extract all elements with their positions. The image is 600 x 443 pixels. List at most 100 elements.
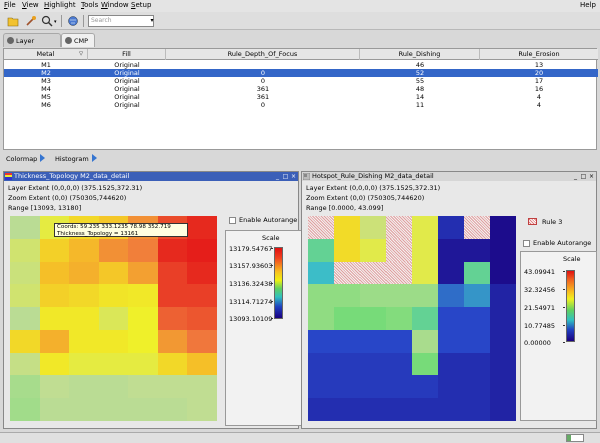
heatmap-cell bbox=[360, 284, 386, 308]
window-title: Thickness_Topology M2_data_detail bbox=[14, 172, 130, 180]
menu-window[interactable]: Window bbox=[101, 1, 129, 9]
table-cell: M5 bbox=[41, 93, 51, 101]
heatmap-cell bbox=[39, 352, 70, 376]
table-cell: M6 bbox=[41, 101, 51, 109]
table-row[interactable]: M5 Original 361 14 4 bbox=[4, 93, 598, 101]
heatmap-cell bbox=[98, 375, 129, 399]
heatmap-cell bbox=[490, 307, 516, 331]
table-cell: 11 bbox=[415, 101, 425, 109]
heatmap-cell bbox=[69, 375, 100, 399]
filter-icon[interactable]: ▽ bbox=[79, 51, 83, 57]
wand-icon bbox=[26, 16, 36, 26]
autorange-checkbox[interactable] bbox=[523, 240, 530, 247]
minimize-icon[interactable]: _ bbox=[276, 173, 279, 180]
window-title-bar[interactable]: Thickness_Topology M2_data_detail bbox=[4, 172, 298, 181]
column-header-erosion[interactable]: Rule_Erosion bbox=[518, 50, 560, 58]
maximize-icon[interactable]: □ bbox=[580, 173, 587, 180]
column-header-depth-of-focus[interactable]: Rule_Depth_Of_Focus bbox=[166, 49, 360, 60]
menu-bar: File View Highlight Tools Window Setup H… bbox=[0, 0, 600, 12]
scale-value: 10.77485 bbox=[524, 322, 556, 330]
heatmap-cell bbox=[98, 352, 129, 376]
open-folder-button[interactable] bbox=[6, 14, 20, 28]
table-cell: 4 bbox=[536, 93, 542, 101]
scale-tick bbox=[271, 248, 273, 249]
tooltip-coords: Coords: 59.235 333.1235 78.98 352.719 bbox=[57, 224, 171, 230]
table-cell: 48 bbox=[415, 85, 425, 93]
search-dropdown-icon[interactable]: ▾ bbox=[150, 17, 154, 24]
edit-tool-button[interactable] bbox=[24, 14, 38, 28]
scale-title: Scale bbox=[262, 234, 280, 242]
table-cell: 0 bbox=[260, 101, 266, 109]
table-cell: 20 bbox=[534, 69, 544, 77]
heatmap-cell bbox=[438, 284, 464, 308]
autorange-checkbox[interactable] bbox=[229, 217, 236, 224]
layer-extent: Layer Extent (0,0,0,0) (375.1525,372.31) bbox=[8, 184, 143, 192]
heatmap-cell bbox=[360, 352, 386, 376]
table-row[interactable]: M2 Original 0 52 20 bbox=[4, 69, 598, 77]
table-row[interactable]: M3 Original 0 55 17 bbox=[4, 77, 598, 85]
heatmap-cell bbox=[438, 307, 464, 331]
colormap-button[interactable]: Colormap bbox=[3, 153, 46, 165]
table-cell: M1 bbox=[41, 61, 51, 69]
heatmap-cell bbox=[438, 329, 464, 353]
heatmap-cell bbox=[308, 307, 334, 331]
heatmap-cell bbox=[360, 307, 386, 331]
menu-tools[interactable]: Tools bbox=[81, 1, 99, 9]
heatmap-cell bbox=[69, 238, 100, 262]
heatmap-cell bbox=[386, 284, 412, 308]
heatmap-cell bbox=[438, 216, 464, 239]
table-row[interactable]: M6 Original 0 11 4 bbox=[4, 101, 598, 109]
heatmap-cell bbox=[386, 307, 412, 331]
heatmap-cell bbox=[128, 261, 159, 285]
close-icon[interactable]: × bbox=[290, 173, 297, 180]
heatmap-cell bbox=[10, 352, 40, 376]
heatmap-cell bbox=[128, 352, 159, 376]
heatmap-cell bbox=[157, 352, 188, 376]
tab-layer-browser[interactable]: Layer Browser bbox=[3, 33, 61, 59]
tab-cmp[interactable]: CMP bbox=[61, 33, 95, 47]
table-row[interactable]: M4 Original 361 48 16 bbox=[4, 85, 598, 93]
heatmap-cell bbox=[386, 398, 412, 422]
scale-tick bbox=[563, 325, 565, 326]
zoom-tool-button[interactable] bbox=[40, 14, 54, 28]
heatmap-cell bbox=[10, 307, 40, 331]
column-header-dishing[interactable]: Rule_Dishing bbox=[360, 49, 480, 60]
scale-title: Scale bbox=[563, 255, 581, 263]
menu-highlight[interactable]: Highlight bbox=[44, 1, 76, 9]
heatmap-cell bbox=[308, 398, 334, 422]
dishing-heatmap[interactable] bbox=[308, 216, 516, 422]
histogram-button[interactable]: Histogram bbox=[52, 153, 97, 165]
minimize-icon[interactable]: _ bbox=[574, 173, 577, 180]
heatmap-cell bbox=[187, 307, 218, 331]
scale-tick bbox=[563, 271, 565, 272]
menu-help[interactable]: Help bbox=[580, 1, 596, 9]
table-row[interactable]: M1 Original 46 13 bbox=[4, 61, 598, 69]
heatmap-cell bbox=[39, 261, 70, 285]
heatmap-cell bbox=[187, 238, 218, 262]
table-cell: 46 bbox=[415, 61, 425, 69]
menu-setup[interactable]: Setup bbox=[131, 1, 152, 9]
rule-label: Rule 3 bbox=[542, 218, 563, 226]
heatmap-cell bbox=[157, 329, 188, 353]
heatmap-cell bbox=[464, 216, 490, 239]
heatmap-cell bbox=[412, 261, 438, 285]
thickness-heatmap[interactable] bbox=[10, 216, 218, 422]
table-cell: Original bbox=[114, 69, 140, 77]
zoom-dropdown-arrow-icon[interactable]: ▾ bbox=[54, 19, 57, 25]
menu-view[interactable]: View bbox=[22, 1, 39, 9]
heatmap-cell bbox=[464, 307, 490, 331]
menu-file[interactable]: File bbox=[4, 1, 16, 9]
scale-value: 13157.93603 bbox=[229, 262, 273, 270]
search-input[interactable]: Search bbox=[88, 15, 154, 27]
column-header-metal[interactable]: Metal ▽ bbox=[4, 49, 88, 60]
window-title-bar[interactable]: Hotspot_Rule_Dishing M2_data_detail bbox=[302, 172, 596, 181]
rule-hatch-swatch bbox=[528, 218, 537, 225]
heatmap-cell bbox=[360, 238, 386, 262]
table-cell: 0 bbox=[260, 77, 266, 85]
scale-value: 13136.32438 bbox=[229, 280, 273, 288]
maximize-icon[interactable]: □ bbox=[282, 173, 289, 180]
heatmap-cell bbox=[412, 284, 438, 308]
column-header-fill[interactable]: Fill bbox=[88, 49, 166, 60]
close-icon[interactable]: × bbox=[588, 173, 595, 180]
refresh-button[interactable] bbox=[66, 14, 80, 28]
